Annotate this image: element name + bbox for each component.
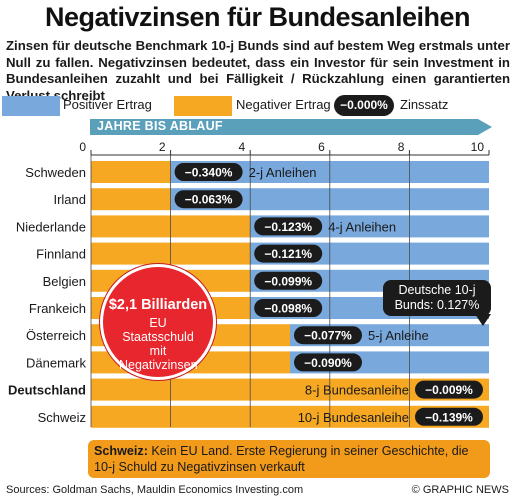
callout-line1: Deutsche 10-j [398,283,476,297]
maturity-note: 10-j Bundesanleihe [298,410,409,425]
country-label: Deutschland [8,383,86,398]
legend-negative-swatch [174,96,232,116]
legend-positive-label: Positiver Ertrag [63,97,152,112]
country-label: Schweiz [38,410,86,425]
x-tick-label: 0 [79,140,86,154]
x-tick-label: 8 [398,140,405,154]
axis-banner [90,119,492,135]
rate-label: −0.077% [304,329,352,343]
axis-banner-label: JAHRE BIS ABLAUF [97,119,223,133]
rate-pill [254,217,323,236]
eu-debt-badge: $2,1 Billiarden EU Staatsschuld mit Nega… [100,264,216,380]
country-label: Belgien [43,274,86,289]
legend-negative-label: Negativer Ertrag [236,97,331,112]
footer-credit: © GRAPHIC NEWS [411,484,509,496]
maturity-note: 2-j Anleihen [249,165,317,180]
schweiz-note: Schweiz: Kein EU Land. Erste Regierung i… [88,440,490,478]
bar-negative [91,188,171,211]
rate-label: −0.099% [264,274,312,288]
rate-pill [174,163,243,181]
rate-label: −0.123% [264,220,312,234]
rate-pill [415,407,483,426]
x-tick-label: 10 [471,140,485,154]
rate-pill [294,353,362,372]
badge-amount: $2,1 Billiarden [108,297,208,313]
maturity-note: 4-j Anleihen [328,219,396,234]
country-label: Niederlande [16,219,86,234]
callout-pointer [475,314,491,326]
x-tick-label: 4 [239,140,246,154]
x-tick-label: 2 [159,140,166,154]
legend-rate-label: Zinssatz [400,97,449,112]
legend-rate-pill: −0.000% [334,95,394,116]
country-label: Finnland [36,247,86,262]
deutsche-callout: Deutsche 10-j Bunds: 0.127% [383,280,491,316]
subtitle: Zinsen für deutsche Benchmark 10-j Bunds… [6,38,510,103]
bar-negative [91,161,171,183]
rate-label: −0.139% [425,410,473,424]
page-title: Negativzinsen für Bundesanleihen [44,2,471,32]
country-label: Schweden [25,165,86,180]
note-text: Kein EU Land. Erste Regierung in seiner … [94,444,469,474]
rate-label: −0.009% [425,383,473,397]
rate-label: −0.098% [264,302,312,316]
footer-source: Sources: Goldman Sachs, Mauldin Economic… [6,484,304,496]
country-label: Dänemark [26,355,86,370]
rate-pill [254,244,323,263]
x-tick-label: 6 [318,140,325,154]
rate-pill [415,380,483,399]
rate-pill [254,271,323,290]
legend-positive-swatch [2,96,60,116]
note-bold: Schweiz: [94,444,148,458]
callout-line2: Bunds: 0.127% [394,298,480,312]
rate-pill [254,299,323,317]
bar-negative [91,405,489,428]
rate-label: −0.063% [185,193,233,207]
maturity-note: 5-j Anleihe [368,328,429,343]
maturity-note: 8-j Bundesanleihe [305,383,409,398]
country-label: Österreich [26,328,86,343]
country-label: Frankeich [29,301,86,316]
rate-label: −0.121% [264,247,312,261]
rate-pill [294,326,362,345]
country-label: Irland [53,192,86,207]
rate-pill [174,190,243,209]
rate-label: −0.340% [185,166,233,180]
rate-label: −0.090% [304,356,352,370]
badge-text: EU Staatsschuld mit Negativzinsen [119,316,198,372]
bar-negative [91,378,489,401]
